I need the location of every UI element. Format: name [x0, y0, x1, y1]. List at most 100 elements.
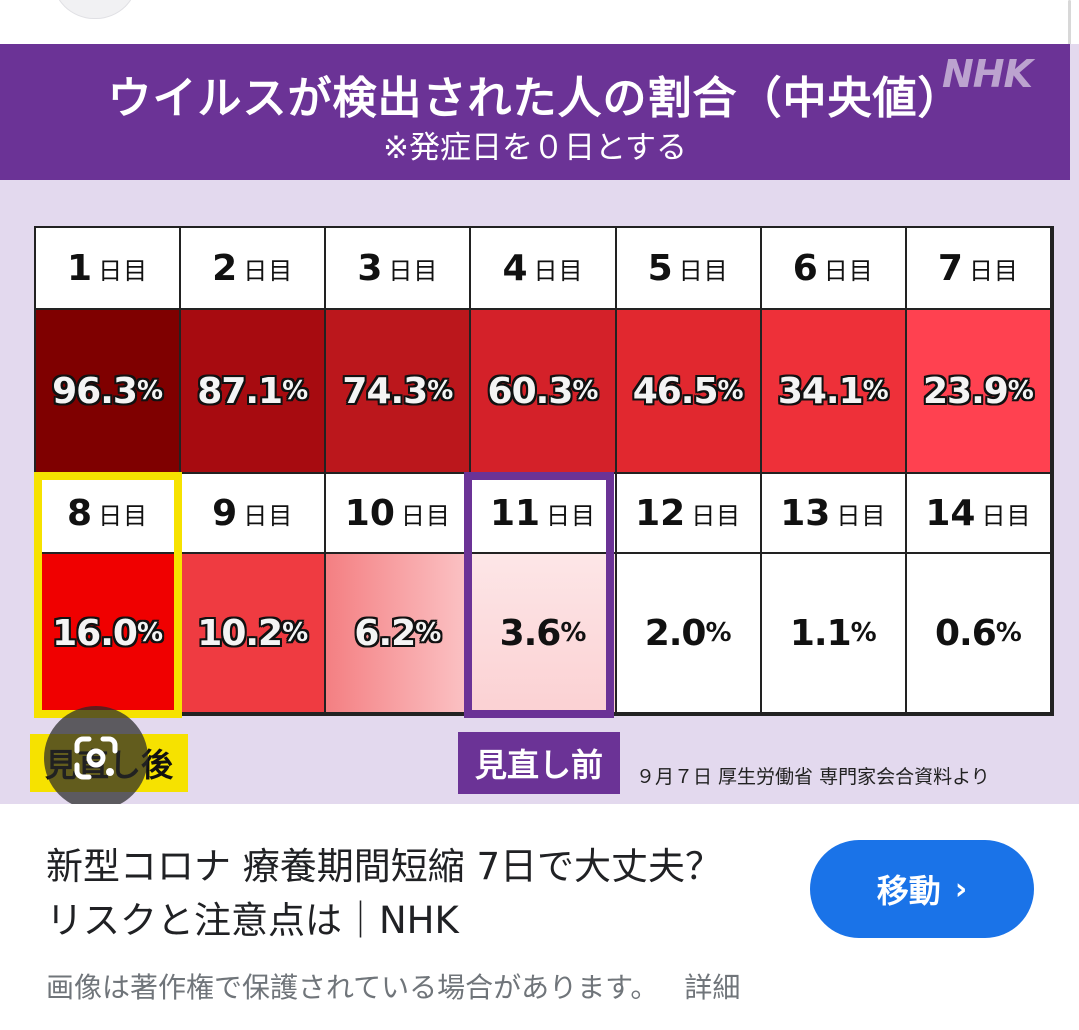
top-avatar-edge [52, 0, 138, 19]
copyright-text: 画像は著作権で保護されている場合があります。 [46, 971, 659, 1004]
google-lens-icon [74, 736, 118, 780]
day-unit: 日目 [400, 501, 451, 530]
day-unit: 日目 [981, 501, 1032, 530]
day-header-cell: 13 日目 [761, 474, 907, 554]
day-number: 14 [925, 492, 976, 534]
day-unit: 日目 [98, 501, 149, 530]
label-before-revision: 見直し前 [458, 732, 620, 794]
result-title-link[interactable]: 新型コロナ 療養期間短縮 7日で大丈夫？ リスクと注意点は｜NHK [46, 845, 723, 942]
percentage-value: 2.0 [644, 612, 707, 654]
result-info-panel: 新型コロナ 療養期間短縮 7日で大丈夫？ リスクと注意点は｜NHK 移動 › 画… [0, 804, 1079, 1030]
day-number: 11 [489, 492, 541, 534]
day-number: 13 [780, 492, 831, 534]
percentage-value: 10.2 [197, 612, 283, 654]
day-unit: 日目 [823, 256, 874, 285]
day-header-cell: 3 日目 [326, 228, 472, 310]
image-subtitle: ※発症日を０日とする [382, 130, 688, 166]
percentage-cell: 96.3% [36, 310, 182, 474]
day-number: 7 [937, 247, 963, 289]
percent-sign: % [282, 376, 309, 406]
percentage-cell: 6.2% [326, 554, 472, 714]
percentage-cell: 34.1% [761, 310, 907, 474]
percentage-cell: 46.5% [616, 310, 762, 474]
percent-sign: % [1007, 376, 1034, 406]
day-header-cell: 10 日目 [326, 474, 472, 554]
result-image[interactable]: ウイルスが検出された人の割合（中央値） ※発症日を０日とする NHK 1 日目 96… [0, 44, 1079, 804]
percent-sign: % [136, 376, 164, 406]
percent-sign: % [850, 618, 877, 648]
percentage-cell: 23.9% [906, 310, 1052, 474]
percent-sign: % [995, 618, 1022, 648]
percentage-value: 23.9 [922, 370, 1009, 412]
percentage-value: 3.6 [499, 612, 562, 654]
day-number: 2 [212, 247, 238, 289]
percentage-value: 96.3 [52, 370, 138, 412]
percentage-cell: 87.1% [181, 310, 327, 474]
image-header: ウイルスが検出された人の割合（中央値） ※発症日を０日とする NHK [0, 44, 1070, 180]
day-number: 10 [344, 492, 395, 534]
day-unit: 日目 [243, 501, 294, 530]
percentage-cell: 2.0% [616, 554, 762, 714]
day-header-cell: 4 日目 [471, 228, 617, 310]
highlight-after [34, 472, 182, 718]
day-unit: 日目 [678, 256, 729, 285]
day-header-cell: 12 日目 [616, 474, 762, 554]
percentage-value: 34.1 [777, 370, 864, 412]
percentage-cell: 16.0% [36, 554, 182, 714]
google-lens-button[interactable] [44, 706, 148, 804]
percentage-cell: 74.3% [326, 310, 472, 474]
day-unit: 日目 [533, 256, 584, 285]
day-header-cell: 11 日目 [471, 474, 617, 554]
percent-sign: % [705, 618, 732, 648]
percentage-value: 16.0 [52, 612, 138, 654]
percent-sign: % [415, 618, 442, 648]
percent-sign: % [560, 618, 587, 648]
percentage-cell: 1.1% [761, 554, 907, 714]
day-unit: 日目 [691, 501, 742, 530]
nhk-logo: NHK [941, 52, 1033, 96]
day-unit: 日目 [836, 501, 887, 530]
details-link[interactable]: 詳細 [684, 971, 741, 1004]
day-unit: 日目 [968, 256, 1019, 285]
day-header-cell: 9 日目 [181, 474, 327, 554]
visit-button-label: 移動 [876, 872, 941, 910]
day-unit: 日目 [243, 256, 294, 285]
percentage-value: 87.1 [197, 370, 283, 412]
percentage-cell: 10.2% [181, 554, 327, 714]
percentage-value: 46.5 [632, 370, 719, 412]
percentage-table: 1 日目 96.3% 2 日目 87.1% 3 日目 74.3% 4 日目 60.3% 5 日目 46.5%… [34, 226, 1054, 716]
day-header-cell: 7 日目 [906, 228, 1052, 310]
day-header-cell: 14 日目 [906, 474, 1052, 554]
percentage-value: 0.6 [934, 612, 997, 654]
day-number: 8 [67, 492, 93, 534]
day-unit: 日目 [98, 256, 149, 285]
day-unit: 日目 [546, 501, 597, 530]
highlight-before [464, 472, 614, 718]
day-header-cell: 1 日目 [36, 228, 182, 310]
percentage-value: 1.1 [789, 612, 852, 654]
percent-sign: % [862, 376, 889, 406]
day-unit: 日目 [388, 256, 439, 285]
day-number: 4 [502, 247, 528, 289]
percent-sign: % [427, 376, 454, 406]
copyright-caption: 画像は著作権で保護されている場合があります。 詳細 [46, 966, 740, 1006]
percentage-cell: 0.6% [906, 554, 1052, 714]
visit-button[interactable]: 移動 › [810, 840, 1034, 938]
percentage-value: 74.3 [342, 370, 428, 412]
image-title: ウイルスが検出された人の割合（中央値） [107, 73, 963, 124]
day-number: 1 [67, 247, 93, 289]
percent-sign: % [136, 618, 164, 648]
day-header-cell: 2 日目 [181, 228, 327, 310]
day-number: 6 [792, 247, 818, 289]
chevron-right-icon: › [954, 871, 968, 907]
source-note: ９月７日 厚生労働省 専門家会合資料より [636, 766, 990, 788]
percentage-value: 60.3 [487, 370, 574, 412]
percentage-value: 6.2 [354, 612, 416, 654]
day-header-cell: 6 日目 [761, 228, 907, 310]
percentage-cell: 3.6% [471, 554, 617, 714]
day-header-cell: 5 日目 [616, 228, 762, 310]
percent-sign: % [572, 376, 599, 406]
percentage-cell: 60.3% [471, 310, 617, 474]
day-number: 12 [635, 492, 686, 534]
day-header-cell: 8 日目 [36, 474, 182, 554]
